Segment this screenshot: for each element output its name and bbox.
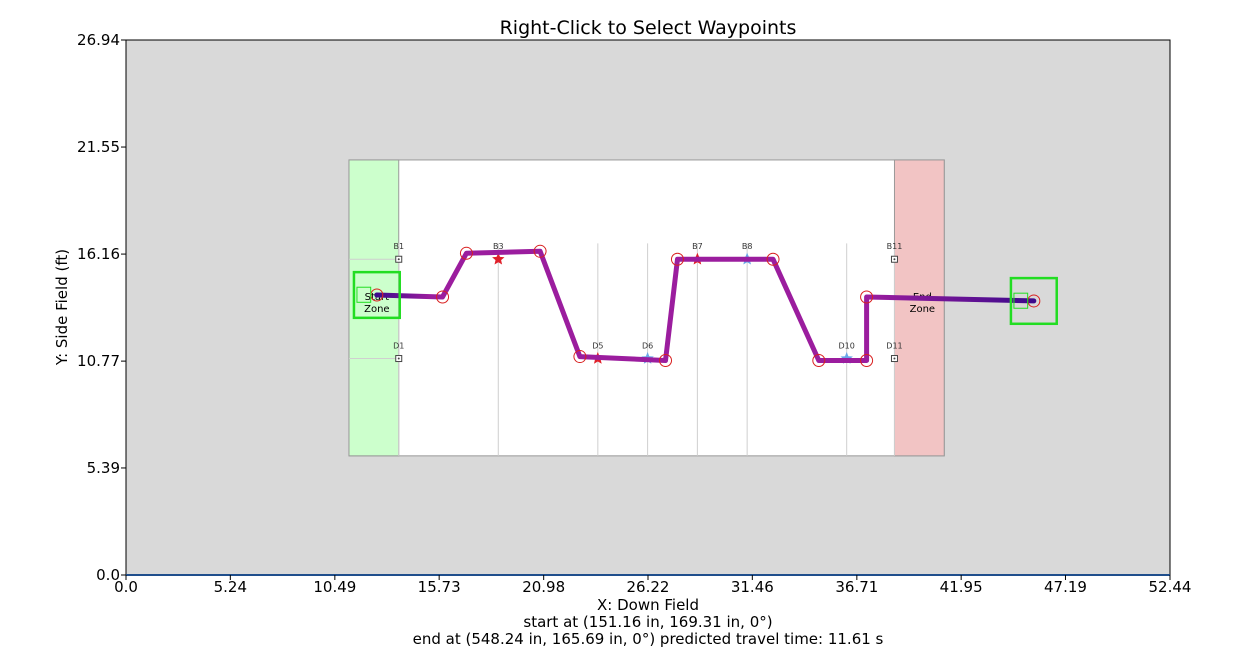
trajectory-path bbox=[374, 248, 1037, 363]
waypoint-marker[interactable] bbox=[659, 354, 673, 368]
field-marker-label: B11 bbox=[887, 242, 903, 251]
end-zone bbox=[893, 159, 945, 457]
robot-pose-box bbox=[1009, 276, 1058, 326]
y-tick-label: 26.94 bbox=[77, 31, 120, 49]
field-marker-dot bbox=[893, 357, 896, 360]
waypoint-marker[interactable] bbox=[766, 252, 780, 266]
field-marker-label: D6 bbox=[642, 342, 653, 351]
y-tick-label: 0.0 bbox=[96, 566, 120, 584]
cone-star-marker bbox=[492, 252, 505, 265]
x-tick-label: 41.95 bbox=[940, 578, 983, 596]
start-zone bbox=[348, 159, 400, 457]
waypoint-marker[interactable] bbox=[860, 354, 874, 368]
end-zone-label: Zone bbox=[910, 304, 935, 315]
waypoint-marker[interactable] bbox=[436, 290, 450, 304]
x-tick-label: 31.46 bbox=[731, 578, 774, 596]
x-tick-label: 15.73 bbox=[418, 578, 461, 596]
field-marker-label: B8 bbox=[742, 242, 753, 251]
end-annotation: end at (548.24 in, 165.69 in, 0°) predic… bbox=[413, 630, 884, 648]
field-marker-dot bbox=[893, 258, 896, 261]
field-marker-label: B1 bbox=[393, 242, 404, 251]
field-marker-label: B3 bbox=[493, 242, 504, 251]
x-tick-label: 47.19 bbox=[1044, 578, 1087, 596]
robot-pose-box bbox=[352, 270, 401, 320]
waypoint-marker[interactable] bbox=[459, 246, 473, 260]
waypoint-marker[interactable] bbox=[573, 350, 587, 364]
field-marker-label: B7 bbox=[692, 242, 703, 251]
x-tick-label: 36.71 bbox=[835, 578, 878, 596]
y-tick-label: 5.39 bbox=[87, 459, 120, 477]
field-marker-dot bbox=[397, 258, 400, 261]
field-image bbox=[348, 159, 945, 457]
robot-heading-box bbox=[1013, 292, 1029, 309]
waypoint-marker[interactable] bbox=[812, 354, 826, 368]
waypoint-marker[interactable] bbox=[860, 290, 874, 304]
waypoint-marker[interactable] bbox=[533, 244, 547, 258]
y-axis-label: Y: Side Field (ft) bbox=[53, 249, 71, 366]
y-tick-label: 21.55 bbox=[77, 138, 120, 156]
x-tick-label: 26.22 bbox=[627, 578, 670, 596]
x-tick-label: 52.44 bbox=[1149, 578, 1192, 596]
field-marker-label: D1 bbox=[393, 342, 404, 351]
robot-heading-box bbox=[356, 286, 372, 303]
field-marker-label: D11 bbox=[886, 342, 902, 351]
field-marker-dot bbox=[397, 357, 400, 360]
chart-title: Right-Click to Select Waypoints bbox=[500, 17, 797, 39]
x-tick-label: 5.24 bbox=[214, 578, 247, 596]
x-tick-label: 0.0 bbox=[114, 578, 138, 596]
x-tick-label: 20.98 bbox=[522, 578, 565, 596]
x-axis-label: X: Down Field bbox=[597, 596, 699, 614]
waypoint-marker[interactable] bbox=[670, 252, 684, 266]
start-annotation: start at (151.16 in, 169.31 in, 0°) bbox=[523, 613, 772, 631]
field-marker-label: D5 bbox=[592, 342, 603, 351]
x-tick-label: 10.49 bbox=[313, 578, 356, 596]
start-zone-label: Zone bbox=[364, 304, 389, 315]
y-tick-label: 10.77 bbox=[77, 352, 120, 370]
y-tick-label: 16.16 bbox=[77, 245, 120, 263]
field-marker-label: D10 bbox=[839, 342, 855, 351]
